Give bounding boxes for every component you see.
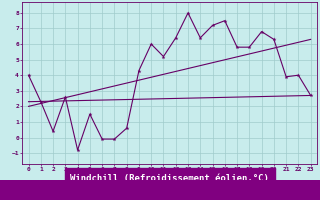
X-axis label: Windchill (Refroidissement éolien,°C): Windchill (Refroidissement éolien,°C)	[70, 174, 269, 183]
